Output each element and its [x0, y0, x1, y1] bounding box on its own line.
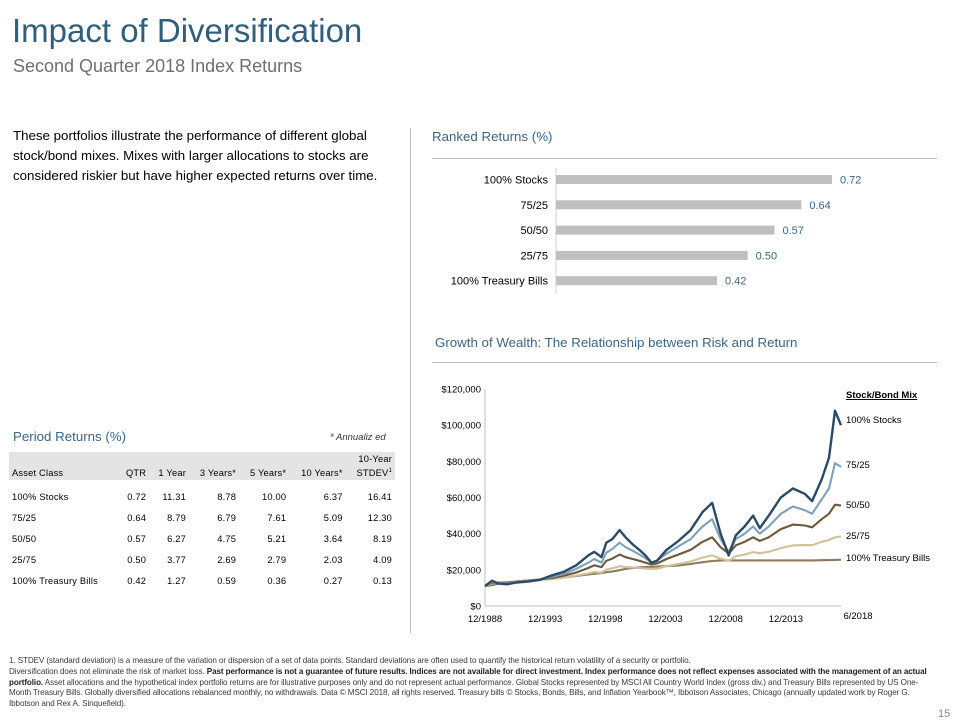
legend-title: Stock/Bond Mix [846, 390, 918, 401]
x-tick-label: 12/1988 [468, 614, 502, 625]
series-line [484, 409, 843, 588]
x-tick-label: 12/2013 [769, 614, 803, 625]
stdev-header-line1: 10-Year [345, 452, 395, 466]
y-tick-label: $40,000 [447, 529, 481, 540]
growth-of-wealth-rule [432, 362, 937, 363]
period-returns-table: 10-Year Asset Class QTR 1 Year 3 Years* … [9, 452, 395, 591]
footnote-mark: 1 [388, 467, 392, 474]
col-header-3yr: 3 Years* [189, 466, 240, 480]
table-row: 25/75 0.50 3.77 2.69 2.79 2.03 4.09 [12, 554, 392, 565]
bar [556, 276, 717, 286]
ranked-returns-chart: 100% Stocks 0.72 75/25 0.64 50/50 0.57 25/75 0.… [451, 168, 861, 294]
page-number: 15 [938, 708, 951, 720]
series-line [484, 558, 842, 588]
period-returns-heading: Period Returns (%) [13, 429, 127, 444]
footnotes: 1. STDEV (standard deviation) is a measu… [9, 656, 934, 710]
x-tick-label: 12/2008 [709, 614, 743, 625]
legend-label: 100% Stocks [846, 415, 902, 426]
bar [556, 250, 748, 260]
y-tick-label: $100,000 [441, 421, 481, 432]
legend-label: 100% Treasury Bills [846, 553, 930, 564]
table-row: 100% Treasury Bills 0.42 1.27 0.59 0.36 0.27 0… [12, 575, 392, 586]
table-header-top-row: 10-Year [9, 452, 395, 466]
col-header-5yr: 5 Years* [239, 466, 290, 480]
bar-category-label: 100% Stocks [484, 175, 549, 187]
bar [556, 175, 832, 184]
annualized-note: * Annualiz ed [330, 432, 386, 443]
col-header-qtr: QTR [118, 466, 150, 480]
y-tick-label: $120,000 [441, 385, 481, 396]
page-subtitle: Second Quarter 2018 Index Returns [13, 56, 303, 76]
footnote-disclosures: Diversification does not eliminate the r… [9, 666, 927, 709]
bar-value-label: 0.72 [840, 175, 861, 187]
col-header-10yr: 10 Years* [289, 466, 346, 480]
y-tick-label: $80,000 [447, 457, 481, 468]
bar-value-label: 0.64 [809, 200, 830, 212]
table-row: 50/50 0.57 6.27 4.75 5.21 3.64 8.19 [12, 533, 392, 544]
growth-of-wealth-heading: Growth of Wealth: The Relationship betwe… [435, 335, 798, 350]
ranked-returns-rule [432, 158, 937, 159]
col-header-1yr: 1 Year [149, 466, 189, 480]
page-title: Impact of Diversification [12, 12, 363, 49]
col-header-stdev: STDEV1 [345, 466, 395, 480]
bar-category-label: 100% Treasury Bills [451, 276, 549, 288]
bar-category-label: 25/75 [520, 250, 548, 262]
bar [556, 225, 775, 235]
table-header-row: Asset Class QTR 1 Year 3 Years* 5 Years*… [9, 466, 395, 480]
footnote-stdev: 1. STDEV (standard deviation) is a measu… [9, 656, 691, 665]
table-row: 100% Stocks 0.72 11.31 8.78 10.00 6.37 16.41 [12, 491, 392, 502]
legend-label: 75/25 [846, 460, 870, 471]
y-tick-label: $0 [470, 602, 481, 613]
col-header-asset-class: Asset Class [9, 466, 119, 480]
bar-value-label: 0.50 [756, 250, 777, 262]
x-tick-label: 12/2003 [648, 614, 682, 625]
bar [556, 200, 802, 210]
legend-label: 25/75 [846, 531, 870, 542]
bar-category-label: 50/50 [520, 225, 548, 237]
x-tick-label: 12/1998 [588, 614, 622, 625]
series-line [484, 503, 842, 588]
intro-text: These portfolios illustrate the performa… [13, 128, 378, 183]
y-tick-label: $60,000 [447, 493, 481, 504]
column-divider [410, 128, 411, 633]
bar-category-label: 75/25 [520, 200, 548, 212]
x-tick-label: 6/2018 [843, 611, 872, 622]
bar-value-label: 0.57 [783, 225, 804, 237]
x-tick-label: 12/1993 [528, 614, 562, 625]
growth-of-wealth-chart: $0 $20,000 $40,000 $60,000 $80,000 $100,000 $1… [441, 385, 930, 626]
table-row: 75/25 0.64 8.79 6.79 7.61 5.09 12.30 [12, 512, 392, 523]
ranked-returns-heading: Ranked Returns (%) [432, 129, 553, 144]
y-tick-label: $20,000 [447, 565, 481, 576]
bar-value-label: 0.42 [725, 276, 746, 288]
legend-label: 50/50 [846, 500, 870, 511]
